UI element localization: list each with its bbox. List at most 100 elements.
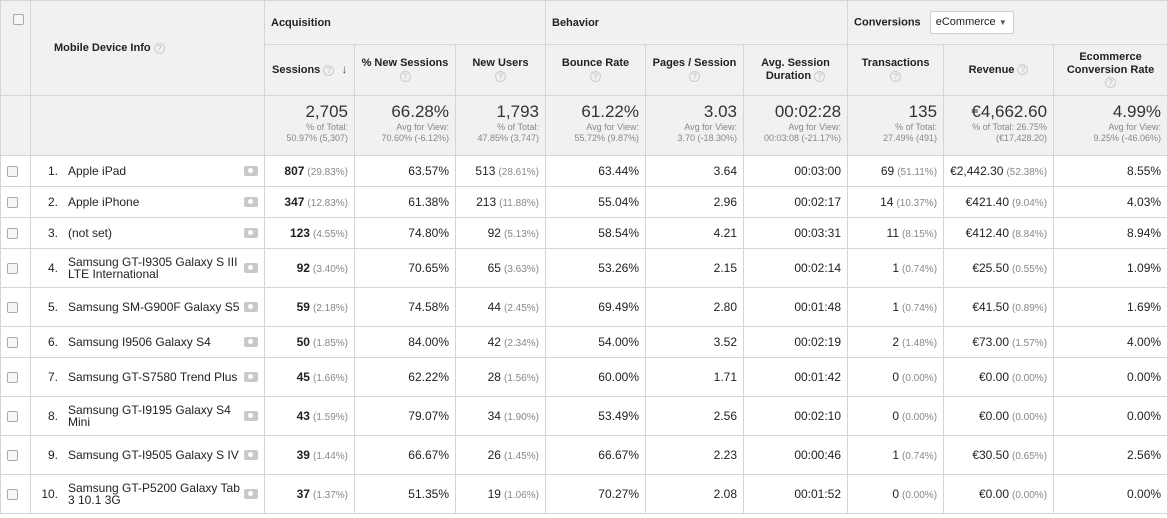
new-users-pct: (28.61%) (498, 167, 539, 178)
camera-icon[interactable] (244, 337, 258, 347)
col-label: New Users (472, 57, 529, 69)
help-icon[interactable]: ? (590, 70, 601, 82)
device-name-link[interactable]: Samsung GT-I9505 Galaxy S IV (68, 448, 239, 462)
select-all-checkbox[interactable] (13, 13, 24, 25)
transactions-value: 0 (892, 487, 900, 501)
device-name-link[interactable]: Samsung I9506 Galaxy S4 (68, 335, 211, 349)
row-dimension-cell: 4. Samsung GT-I9305 Galaxy S III LTE Int… (30, 248, 265, 288)
sessions-pct: (1.44%) (312, 451, 348, 462)
cell-sessions: 92 (3.40%) (264, 248, 355, 288)
cell-revenue: €0.00 (0.00%) (943, 357, 1055, 397)
total-value: 1,793 (496, 102, 539, 121)
sort-down-icon[interactable]: ↓ (341, 62, 348, 76)
cell-conversion-rate: 0.00% (1053, 396, 1167, 436)
col-header-pages-session[interactable]: Pages / Session ? (645, 44, 744, 96)
help-icon[interactable]: ? (890, 70, 902, 82)
cell-sessions: 43 (1.59%) (264, 396, 355, 436)
camera-icon[interactable] (244, 228, 258, 238)
device-name-link[interactable]: Samsung SM-G900F Galaxy S5 (68, 300, 240, 314)
cell-pages-session: 3.64 (645, 155, 744, 187)
new-users-pct: (3.63%) (503, 264, 539, 275)
row-number: 8. (47, 409, 58, 423)
revenue-pct: (52.38%) (1006, 167, 1048, 178)
col-header-revenue[interactable]: Revenue ? (943, 44, 1055, 96)
transactions-pct: (8.15%) (902, 229, 938, 240)
transactions-pct: (0.74%) (902, 451, 938, 462)
conversions-type-select[interactable]: eCommerce ▼ (929, 11, 1014, 34)
cell-new-users: 213 (11.88%) (455, 186, 546, 218)
col-header-bounce-rate[interactable]: Bounce Rate ? (545, 44, 646, 96)
total-sub: 47.85% (3,747) (477, 133, 539, 143)
help-icon[interactable]: ? (323, 64, 335, 76)
total-sub: 00:03:08 (-21.17%) (763, 133, 842, 143)
cell-bounce-rate: 66.67% (545, 435, 646, 475)
row-checkbox[interactable] (7, 337, 18, 349)
col-header-avg-session-duration[interactable]: Avg. Session Duration ? (742, 44, 849, 96)
col-header-sessions[interactable]: Sessions ? ↓ (264, 44, 355, 96)
row-dimension-cell: 9. Samsung GT-I9505 Galaxy S IV (30, 435, 265, 475)
new-users-value: 65 (487, 261, 501, 275)
row-checkbox[interactable] (7, 228, 18, 240)
total-sub: Avg for View: (586, 122, 639, 132)
row-checkbox[interactable] (7, 263, 18, 275)
row-checkbox[interactable] (7, 166, 18, 178)
help-icon[interactable]: ? (1017, 64, 1029, 76)
help-icon[interactable]: ? (814, 70, 826, 82)
cell-new-sessions: 66.67% (354, 435, 456, 475)
cell-sessions: 37 (1.37%) (264, 474, 355, 514)
camera-icon[interactable] (244, 302, 258, 312)
camera-icon[interactable] (244, 489, 258, 499)
sessions-value: 59 (296, 300, 310, 314)
camera-icon[interactable] (244, 263, 258, 273)
total-sub: Avg for View: (684, 122, 737, 132)
row-checkbox[interactable] (7, 450, 18, 462)
device-name-link[interactable]: Apple iPad (68, 164, 127, 178)
cell-conversion-rate: 0.00% (1053, 357, 1167, 397)
col-header-transactions[interactable]: Transactions ? (847, 44, 945, 96)
revenue-pct: (9.04%) (1012, 198, 1048, 209)
col-label: Avg. Session (761, 57, 830, 69)
row-number: 10. (41, 487, 58, 501)
row-dimension-cell: 8. Samsung GT-I9195 Galaxy S4 Mini (30, 396, 265, 436)
col-header-conversion-rate[interactable]: Ecommerce Conversion Rate ? (1053, 44, 1167, 96)
col-label: Pages / Session (652, 57, 737, 69)
revenue-value: €421.40 (965, 195, 1010, 209)
revenue-pct: (0.89%) (1012, 303, 1048, 314)
device-name-link[interactable]: Samsung GT-P5200 Galaxy Tab 3 10.1 3G (68, 481, 240, 507)
camera-icon[interactable] (244, 372, 258, 382)
camera-icon[interactable] (244, 450, 258, 460)
cell-pages-session: 4.21 (645, 217, 744, 249)
help-icon[interactable]: ? (1105, 77, 1117, 89)
cell-conversion-rate: 1.09% (1053, 248, 1167, 288)
camera-icon[interactable] (244, 166, 258, 176)
help-icon[interactable]: ? (689, 70, 700, 82)
cell-sessions: 45 (1.66%) (264, 357, 355, 397)
revenue-value: €25.50 (972, 261, 1010, 275)
cell-conversion-rate: 4.00% (1053, 326, 1167, 358)
row-checkbox[interactable] (7, 302, 18, 314)
cell-new-users: 26 (1.45%) (455, 435, 546, 475)
transactions-value: 1 (892, 448, 900, 462)
help-icon[interactable]: ? (399, 70, 411, 82)
device-name-link[interactable]: Samsung GT-I9195 Galaxy S4 Mini (68, 403, 231, 429)
help-icon[interactable]: ? (495, 70, 506, 82)
help-icon[interactable]: ? (153, 42, 165, 54)
device-name-link[interactable]: (not set) (68, 226, 113, 240)
row-checkbox[interactable] (7, 411, 18, 423)
cell-pages-session: 2.15 (645, 248, 744, 288)
device-name-link[interactable]: Apple iPhone (68, 195, 140, 209)
camera-icon[interactable] (244, 411, 258, 421)
row-checkbox[interactable] (7, 489, 18, 501)
col-header-new-sessions[interactable]: % New Sessions ? (354, 44, 456, 96)
device-name-link[interactable]: Samsung GT-I9305 Galaxy S III LTE Intern… (68, 255, 238, 281)
col-header-new-users[interactable]: New Users ? (455, 44, 546, 96)
total-new-users: 1,793% of Total: 47.85% (3,747) (455, 95, 546, 156)
total-value: 61.22% (581, 102, 639, 121)
row-checkbox[interactable] (7, 197, 18, 209)
camera-icon[interactable] (244, 197, 258, 207)
row-checkbox[interactable] (7, 372, 18, 384)
new-users-pct: (1.90%) (503, 412, 539, 423)
device-name-link[interactable]: Samsung GT-S7580 Trend Plus (68, 370, 238, 384)
revenue-value: €0.00 (978, 409, 1010, 423)
dimension-header[interactable]: Mobile Device Info ? (30, 0, 265, 96)
